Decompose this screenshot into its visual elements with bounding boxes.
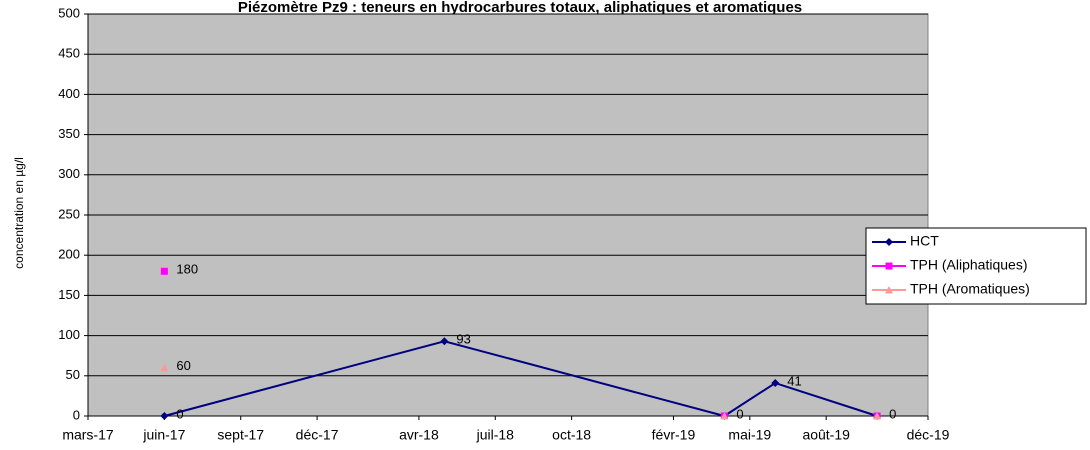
y-tick-label: 100 (58, 327, 80, 342)
y-axis-label: concentration en µg/l (12, 157, 26, 269)
y-tick-label: 450 (58, 46, 80, 61)
x-tick-label: févr-19 (652, 427, 696, 443)
point (885, 238, 893, 246)
x-tick-label: déc-19 (907, 427, 950, 443)
point (160, 412, 169, 420)
data-label: 93 (456, 332, 470, 347)
point (160, 267, 168, 275)
x-tick-label: juil-18 (476, 427, 515, 443)
y-tick-label: 250 (58, 206, 80, 221)
y-tick-label: 200 (58, 247, 80, 262)
legend-label: TPH (Aliphatiques) (910, 257, 1028, 273)
data-label: 60 (176, 358, 190, 373)
point (720, 412, 729, 420)
point (873, 412, 882, 420)
point (885, 286, 893, 294)
legend-label: HCT (910, 233, 939, 249)
x-tick-label: sept-17 (217, 427, 264, 443)
data-label: 0 (889, 406, 896, 421)
data-label: 0 (736, 406, 743, 421)
x-tick-label: juin-17 (142, 427, 185, 443)
y-tick-label: 400 (58, 86, 80, 101)
data-label: 0 (176, 406, 183, 421)
y-tick-label: 0 (73, 407, 80, 422)
point (160, 363, 169, 372)
y-tick-label: 350 (58, 126, 80, 141)
data-label: 41 (787, 373, 801, 388)
chart-title: Piézomètre Pz9 : teneurs en hydrocarbure… (238, 0, 802, 16)
y-tick-label: 300 (58, 166, 80, 181)
y-tick-label: 50 (66, 367, 80, 382)
x-tick-label: mai-19 (728, 427, 771, 443)
data-label: 180 (176, 262, 198, 277)
y-tick-label: 500 (58, 5, 80, 20)
y-tick-label: 150 (58, 287, 80, 302)
point (771, 379, 780, 388)
point (440, 337, 449, 346)
x-tick-label: oct-18 (552, 427, 591, 443)
legend-label: TPH (Aromatiques) (910, 281, 1030, 297)
x-tick-label: avr-18 (399, 427, 439, 443)
x-tick-label: mars-17 (62, 427, 114, 443)
x-tick-label: déc-17 (296, 427, 339, 443)
point (885, 262, 893, 270)
x-tick-label: août-19 (802, 427, 850, 443)
